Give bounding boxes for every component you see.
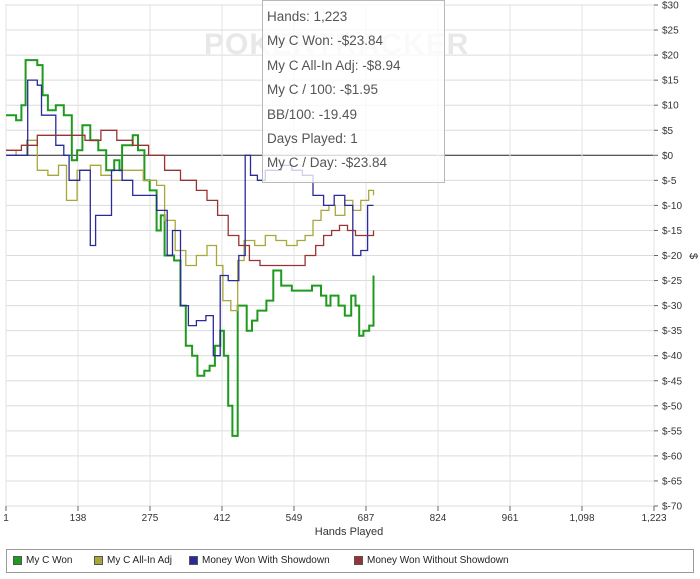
legend-label: Money Won Without Showdown [367, 555, 509, 566]
legend-item[interactable]: Money Won With Showdown [189, 555, 330, 566]
legend: My C Won My C All-In Adj Money Won With … [6, 549, 694, 573]
x-tick-label: 275 [142, 513, 159, 524]
stats-tooltip: Hands: 1,223 My C Won: -$23.84 My C All-… [262, 0, 445, 183]
y-tick-label: $-70 [662, 502, 682, 513]
legend-label: My C Won [26, 555, 73, 566]
tooltip-won: My C Won: -$23.84 [267, 33, 384, 49]
y-tick-label: $30 [662, 1, 679, 12]
x-axis-title: Hands Played [315, 526, 384, 538]
tooltip-per100: My C / 100: -$1.95 [267, 82, 379, 98]
y-tick-label: $-50 [662, 401, 682, 412]
legend-item[interactable]: My C All-In Adj [94, 555, 172, 566]
y-tick-label: $-60 [662, 451, 682, 462]
y-axis: $30 $25 $20 $15 $10 $5 $0 $-5 $-10 $-15 $-20 $-25 $-… [654, 1, 682, 513]
x-tick-label: 1,223 [641, 513, 666, 524]
x-tick-label: 549 [286, 513, 303, 524]
tooltip-perday: My C / Day: -$23.84 [267, 155, 388, 171]
legend-label: Money Won With Showdown [202, 555, 330, 566]
x-tick-label: 1,098 [569, 513, 594, 524]
y-tick-label: $-5 [662, 176, 677, 187]
y-tick-label: $0 [662, 151, 674, 162]
series-line-1 [6, 59, 375, 437]
y-tick-label: $-30 [662, 301, 682, 312]
series-layer [6, 59, 375, 437]
y-tick-label: $-35 [662, 326, 682, 337]
x-tick-label: 1 [3, 513, 9, 524]
series-line-4 [6, 129, 375, 267]
x-tick-label: 412 [214, 513, 231, 524]
y-tick-label: $5 [662, 126, 674, 137]
y-tick-label: $-20 [662, 251, 682, 262]
y-tick-label: $-10 [662, 201, 682, 212]
y-tick-label: $-45 [662, 376, 682, 387]
legend-swatch [94, 556, 103, 565]
y-tick-label: $15 [662, 76, 679, 87]
legend-swatch [354, 556, 363, 565]
x-tick-label: 687 [358, 513, 375, 524]
x-axis: 1 138 275 412 549 687 824 961 1,098 1,223 [3, 506, 667, 524]
y-tick-label: $-55 [662, 426, 682, 437]
y-tick-label: $25 [662, 26, 679, 37]
y-tick-label: $-40 [662, 351, 682, 362]
legend-swatch [189, 556, 198, 565]
series-line-2 [6, 139, 375, 312]
legend-swatch [13, 556, 22, 565]
y-tick-label: $-65 [662, 476, 682, 487]
legend-item[interactable]: Money Won Without Showdown [354, 555, 509, 566]
x-tick-label: 961 [502, 513, 519, 524]
legend-label: My C All-In Adj [107, 555, 173, 566]
series-line-3 [6, 79, 374, 357]
x-tick-label: 138 [70, 513, 87, 524]
x-tick-label: 824 [430, 513, 447, 524]
y-tick-label: $-25 [662, 276, 682, 287]
legend-item[interactable]: My C Won [13, 555, 73, 566]
tooltip-bb100: BB/100: -19.49 [267, 106, 358, 122]
tooltip-hands: Hands: 1,223 [267, 9, 348, 24]
y-tick-label: $10 [662, 101, 679, 112]
tooltip-days: Days Played: 1 [267, 130, 358, 146]
tooltip-allin: My C All-In Adj: -$8.94 [267, 57, 401, 73]
y-tick-label: $20 [662, 51, 679, 62]
y-axis-title: $ [687, 253, 699, 259]
y-tick-label: $-15 [662, 226, 682, 237]
